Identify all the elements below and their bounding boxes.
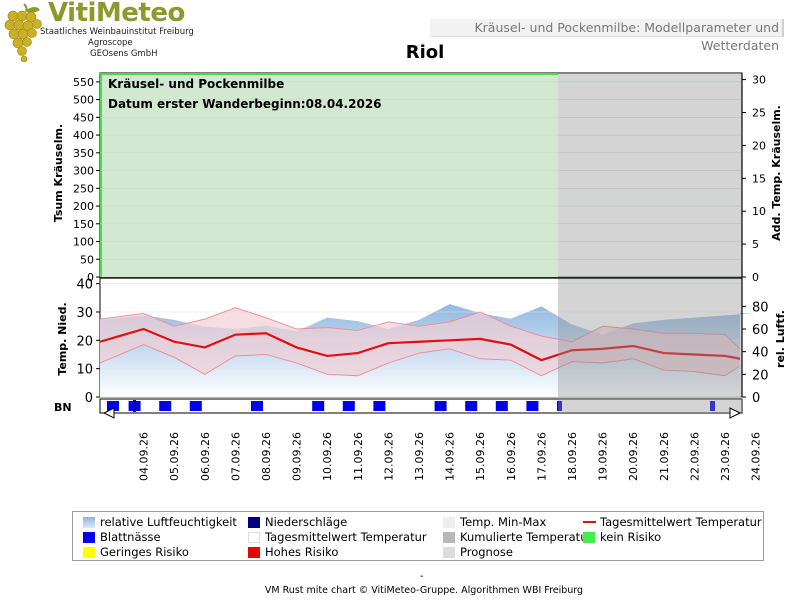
- x-tick-label: 16.09.26: [505, 432, 518, 481]
- x-axis: 04.09.26 05.09.26 06.09.26 07.09.26 08.09.26…: [138, 432, 763, 481]
- x-tick-label: 09.09.26: [291, 432, 304, 481]
- lower-y2-tick-label: 20: [752, 368, 769, 383]
- forecast-shading-lower: [558, 278, 742, 397]
- lower-y-tick-label: 0: [85, 391, 93, 406]
- wanderbeginn-annotation: Datum erster Wanderbeginn:08.04.2026: [108, 97, 382, 111]
- leaf-wetness-mark: [190, 401, 202, 411]
- upper-y2-tick-label: 15: [752, 172, 766, 185]
- x-tick-label: 17.09.26: [535, 432, 548, 481]
- lower-y2-tick-label: 0: [752, 391, 760, 406]
- legend-swatch: [83, 517, 95, 528]
- lower-y-tick-label: 40: [76, 278, 93, 293]
- x-tick-label: 21.09.26: [658, 432, 671, 481]
- leaf-wetness-mark: [373, 401, 385, 411]
- footer-dash: -: [420, 571, 424, 582]
- lower-y2-tick-label: 40: [752, 346, 769, 361]
- legend-label: Prognose: [460, 545, 513, 560]
- upper-y2-tick-label: 20: [752, 139, 766, 152]
- upper-y-tick-label: 100: [73, 236, 94, 249]
- upper-y-tick-label: 50: [80, 253, 94, 266]
- x-tick-label: 13.09.26: [413, 432, 426, 481]
- bn-strip: [100, 399, 742, 418]
- upper-y-tick-label: 400: [73, 129, 94, 142]
- x-tick-label: 20.09.26: [627, 432, 640, 481]
- bn-label: BN: [54, 401, 72, 414]
- x-tick-label: 07.09.26: [229, 432, 242, 481]
- legend-swatch: [248, 532, 260, 543]
- precip-mark: [133, 400, 136, 412]
- upper-y-tick-label: 500: [73, 94, 94, 107]
- x-tick-label: 22.09.26: [688, 432, 701, 481]
- legend-label: Tagesmittelwert Temperatur: [600, 515, 762, 530]
- legend-label: Niederschläge: [265, 515, 347, 530]
- lower-y2-tick-label: 80: [752, 300, 769, 315]
- x-tick-label: 19.09.26: [597, 432, 610, 481]
- upper-y2-axis-title: Add. Temp. Kräuselm.: [770, 105, 783, 241]
- upper-y2-tick-label: 5: [752, 238, 759, 251]
- chart-area: 0501001502002503003504004505005500510152…: [0, 0, 800, 510]
- lower-chart-panel: 0 10 20 30 40 0 20 40 60 80: [76, 278, 768, 406]
- legend-label: Hohes Risiko: [265, 545, 338, 560]
- chart-title: Kräusel- und Pockenmilbe: [108, 77, 284, 91]
- legend-swatch: [248, 517, 260, 528]
- upper-y-axis-title: Tsum Kräuselm.: [52, 124, 65, 222]
- legend-swatch: [248, 547, 260, 558]
- leaf-wetness-mark: [312, 401, 324, 411]
- lower-y-tick-label: 10: [76, 363, 93, 378]
- upper-y-tick-label: 550: [73, 76, 94, 89]
- upper-y-tick-label: 200: [73, 200, 94, 213]
- upper-y-tick-label: 350: [73, 147, 94, 160]
- lower-y-tick-label: 30: [76, 306, 93, 321]
- legend: relative Luftfeuchtigkeit Niederschläge Te…: [72, 511, 764, 561]
- upper-y-tick-label: 450: [73, 111, 94, 124]
- legend-swatch: [583, 532, 595, 543]
- legend-label: Geringes Risiko: [100, 545, 189, 560]
- lower-y-tick-label: 20: [76, 334, 93, 349]
- legend-swatch: [83, 547, 95, 558]
- legend-label: Blattnässe: [100, 530, 161, 545]
- forecast-shading-bn: [558, 399, 742, 413]
- legend-swatch: [83, 532, 95, 543]
- upper-y2-tick-label: 10: [752, 205, 766, 218]
- lower-y-axis-title: Temp. Nied.: [56, 302, 69, 375]
- x-tick-label: 08.09.26: [260, 432, 273, 481]
- lower-y2-tick-label: 60: [752, 323, 769, 338]
- x-tick-label: 18.09.26: [566, 432, 579, 481]
- x-tick-label: 11.09.26: [352, 432, 365, 481]
- lower-y2-axis-title: rel. Luftf.: [774, 310, 787, 368]
- upper-y-tick-label: 150: [73, 218, 94, 231]
- legend-label: kein Risiko: [600, 530, 661, 545]
- leaf-wetness-mark: [159, 401, 171, 411]
- leaf-wetness-mark: [526, 401, 538, 411]
- legend-swatch: [443, 532, 455, 543]
- forecast-shading-upper: [558, 73, 742, 277]
- legend-label: Kumulierte Temperatur: [460, 530, 592, 545]
- leaf-wetness-mark: [465, 401, 477, 411]
- upper-y-tick-label: 250: [73, 182, 94, 195]
- x-tick-label: 14.09.26: [444, 432, 457, 481]
- x-tick-label: 04.09.26: [138, 432, 151, 481]
- x-tick-label: 06.09.26: [199, 432, 212, 481]
- leaf-wetness-mark: [435, 401, 447, 411]
- x-tick-label: 23.09.26: [719, 432, 732, 481]
- upper-y-tick-label: 300: [73, 165, 94, 178]
- footer-credit: VM Rust mite chart © VitiMeteo-Gruppe. A…: [0, 585, 800, 596]
- leaf-wetness-mark: [496, 401, 508, 411]
- legend-swatch: [443, 547, 455, 558]
- upper-y2-tick-label: 0: [752, 271, 759, 284]
- legend-label: Temp. Min-Max: [460, 515, 546, 530]
- leaf-wetness-mark: [251, 401, 263, 411]
- legend-label: Tagesmittelwert Temperatur: [265, 530, 427, 545]
- x-tick-label: 24.09.26: [750, 432, 763, 481]
- legend-swatch-line: [583, 521, 596, 523]
- upper-y2-tick-label: 25: [752, 106, 766, 119]
- leaf-wetness-mark: [343, 401, 355, 411]
- x-tick-label: 15.09.26: [474, 432, 487, 481]
- x-tick-label: 12.09.26: [382, 432, 395, 481]
- legend-swatch: [443, 517, 455, 528]
- x-tick-label: 10.09.26: [321, 432, 334, 481]
- upper-y2-tick-label: 30: [752, 74, 766, 87]
- legend-label: relative Luftfeuchtigkeit: [100, 515, 237, 530]
- x-tick-label: 05.09.26: [168, 432, 181, 481]
